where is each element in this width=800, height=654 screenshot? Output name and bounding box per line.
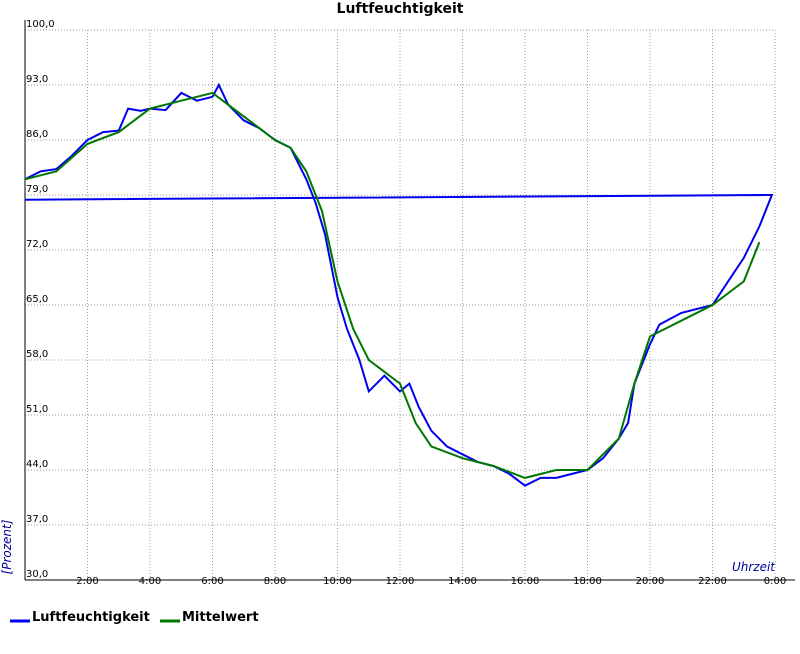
x-tick-label: 10:00 xyxy=(323,576,352,587)
y-tick-label: 44,0 xyxy=(26,459,48,470)
series-line xyxy=(24,82,774,487)
x-tick-label: 6:00 xyxy=(201,576,223,587)
y-tick-label: 65,0 xyxy=(26,294,48,305)
x-tick-label: 16:00 xyxy=(511,576,540,587)
x-tick-label: 12:00 xyxy=(386,576,415,587)
y-tick-label: 72,0 xyxy=(26,239,48,250)
y-tick-label: 58,0 xyxy=(26,349,48,360)
x-tick-label: 0:00 xyxy=(764,576,786,587)
y-tick-label: 51,0 xyxy=(26,404,48,415)
x-tick-label: 22:00 xyxy=(698,576,727,587)
chart-title: Luftfeuchtigkeit xyxy=(337,1,464,17)
y-tick-label: 79,0 xyxy=(26,184,48,195)
legend-label: Mittelwert xyxy=(182,610,259,625)
x-tick-label: 18:00 xyxy=(573,576,602,587)
x-tick-label: 20:00 xyxy=(636,576,665,587)
legend-label: Luftfeuchtigkeit xyxy=(32,610,150,625)
y-tick-label: 30,0 xyxy=(26,569,48,580)
x-tick-label: 2:00 xyxy=(76,576,98,587)
y-tick-label: 37,0 xyxy=(26,514,48,525)
y-tick-label: 93,0 xyxy=(26,74,48,85)
series-line xyxy=(24,91,761,479)
y-tick-label: 86,0 xyxy=(26,129,48,140)
x-tick-label: 14:00 xyxy=(448,576,477,587)
x-axis-title: Uhrzeit xyxy=(732,560,776,574)
x-tick-label: 8:00 xyxy=(264,576,286,587)
y-axis-title: [Prozent] xyxy=(0,519,14,574)
y-tick-label: 100,0 xyxy=(26,19,55,30)
x-tick-label: 4:00 xyxy=(139,576,161,587)
